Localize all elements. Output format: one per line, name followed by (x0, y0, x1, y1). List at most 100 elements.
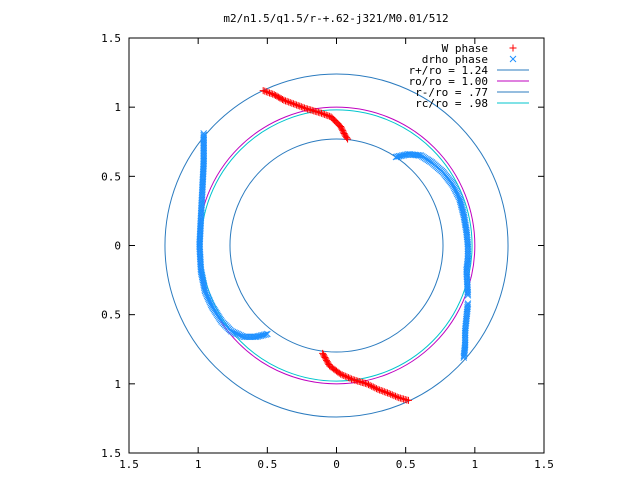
drho-phase-point (262, 331, 270, 338)
w-phase-point (371, 384, 379, 392)
w-phase-point (262, 88, 270, 96)
drho-phase-point (200, 130, 208, 137)
w-phase-point (344, 135, 352, 143)
w-phase-point (300, 104, 308, 112)
x-tick-label: 1 (195, 458, 202, 471)
w-phase-point (289, 100, 297, 108)
w-phase-point (372, 385, 380, 393)
w-phase-point (316, 109, 324, 117)
x-tick-label: 0 (333, 458, 340, 471)
w-phase-point (294, 102, 302, 110)
drho-phase-point (200, 131, 208, 139)
w-phase-point (368, 382, 376, 390)
w-phase-point (392, 392, 400, 400)
w-phase-point (321, 110, 329, 118)
w-phase-point (269, 90, 277, 98)
drho-phase-series (196, 130, 472, 361)
w-phase-point (296, 102, 304, 110)
y-tick-label: 1 (114, 378, 121, 391)
w-phase-point (280, 96, 288, 104)
w-phase-point (341, 372, 349, 380)
drho-phase-point (200, 134, 208, 142)
x-tick-label: 1.5 (534, 458, 554, 471)
drho-phase-point (200, 154, 208, 162)
y-tick-label: 0.5 (101, 170, 121, 183)
drho-phase-point (460, 352, 468, 360)
w-phase-point (259, 87, 267, 95)
w-phase-point (343, 134, 351, 142)
w-phase-point (324, 112, 332, 120)
w-phase-point (374, 385, 382, 393)
w-phase-point (261, 87, 269, 95)
drho-phase-point (200, 146, 208, 153)
w-phase-point (319, 110, 327, 118)
w-phase-point (387, 390, 395, 398)
drho-phase-point (200, 155, 208, 163)
y-tick-label: 0.5 (101, 309, 121, 322)
chart-title: m2/n1.5/q1.5/r-+.62-j321/M0.01/512 (223, 12, 448, 25)
w-phase-point (380, 388, 388, 396)
drho-phase-point (200, 133, 208, 141)
w-phase-point (297, 103, 305, 111)
legend-label: ro/ro = 1.00 (409, 75, 488, 88)
drho-phase-point (200, 151, 208, 158)
drho-phase-point (200, 138, 208, 145)
w-phase-point (509, 44, 517, 52)
w-phase-point (264, 88, 272, 96)
w-phase-point (348, 375, 356, 383)
w-phase-point (338, 371, 346, 379)
y-tick-label: 0 (114, 240, 121, 253)
w-phase-point (282, 97, 290, 105)
w-phase-series (259, 87, 412, 404)
w-phase-point (322, 111, 330, 119)
axes: 1.5 1 0.5 0 0.5 1 1.51.510.500.511.5 (101, 32, 554, 471)
series-layer (164, 73, 509, 418)
legend-label: r-/ro = .77 (415, 86, 488, 99)
w-phase-point (293, 101, 301, 109)
drho-phase-point (200, 149, 208, 157)
circle-curve (229, 138, 444, 353)
w-phase-point (279, 95, 287, 103)
w-phase-point (344, 374, 352, 382)
w-phase-point (379, 387, 387, 395)
w-phase-point (366, 381, 374, 389)
w-phase-point (377, 387, 385, 395)
drho-phase-point (200, 141, 208, 149)
drho-phase-point (464, 291, 472, 299)
circle-curve (200, 109, 473, 382)
circle-curve (197, 106, 476, 385)
drho-phase-point (200, 152, 208, 160)
w-phase-point (337, 370, 345, 378)
circle-curve (164, 73, 509, 418)
drho-phase-point (200, 139, 208, 147)
w-phase-point (376, 386, 384, 394)
w-phase-point (346, 374, 354, 382)
drho-phase-point (200, 136, 208, 144)
x-tick-label: 0.5 (396, 458, 416, 471)
w-phase-point (365, 381, 373, 389)
w-phase-point (369, 383, 377, 391)
w-phase-point (390, 392, 398, 400)
y-tick-label: 1.5 (101, 32, 121, 45)
w-phase-point (317, 109, 325, 117)
w-phase-point (388, 391, 396, 399)
w-phase-point (393, 393, 401, 401)
x-tick-label: 1 (472, 458, 479, 471)
legend-label: W phase (442, 42, 488, 55)
drho-phase-point (200, 144, 208, 152)
legend-label: drho phase (422, 53, 488, 66)
drho-phase-point (200, 143, 208, 150)
w-phase-point (299, 103, 307, 111)
w-phase-point (340, 372, 348, 380)
w-phase-point (335, 369, 343, 377)
w-phase-point (286, 99, 294, 107)
legend-label: r+/ro = 1.24 (409, 64, 489, 77)
w-phase-point (285, 98, 293, 106)
x-tick-label: 1.5 (119, 458, 139, 471)
w-phase-point (383, 389, 391, 397)
w-phase-point (404, 396, 412, 404)
y-tick-label: 1.5 (101, 447, 121, 460)
w-phase-point (363, 380, 371, 388)
